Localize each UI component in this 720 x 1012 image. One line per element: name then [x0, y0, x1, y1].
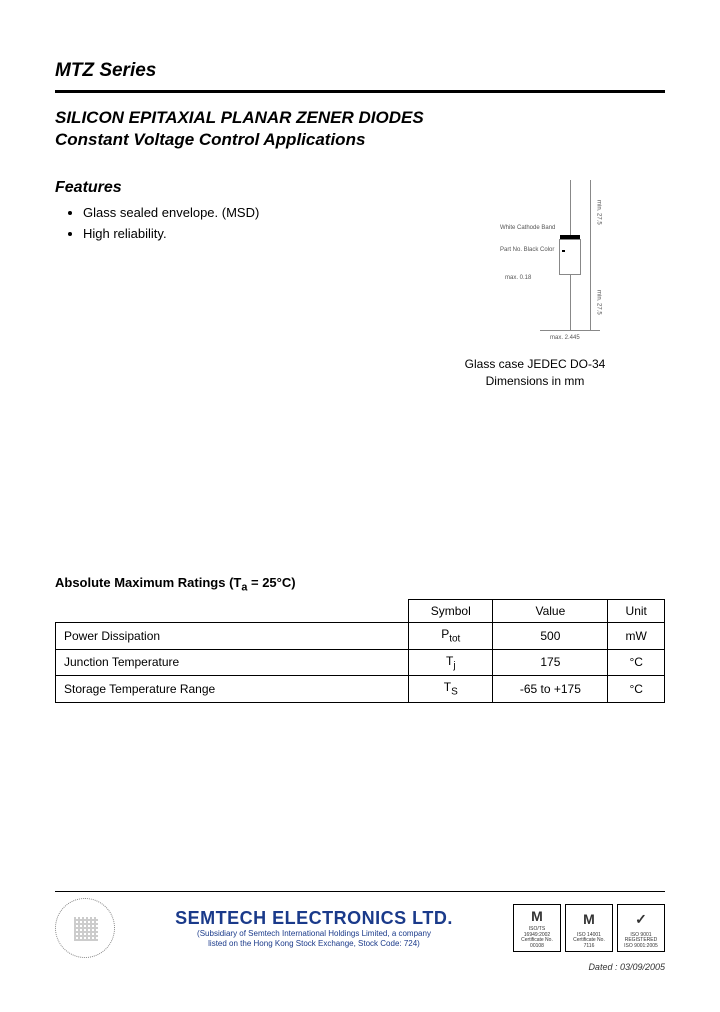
cert-badges: M ISO/TS 16949:2002 Certificate No. 0010…	[513, 904, 665, 952]
footer-row: SEMTECH ELECTRONICS LTD. (Subsidiary of …	[55, 898, 665, 958]
cell-symbol: TS	[409, 676, 493, 702]
badge-icon: M	[568, 907, 610, 933]
ratings-heading: Absolute Maximum Ratings (Ta = 25°C)	[55, 575, 665, 594]
badge-line: ISO 9001 REGISTERED	[620, 933, 662, 944]
header-unit: Unit	[608, 600, 665, 623]
cell-unit: °C	[608, 676, 665, 702]
ratings-table: Symbol Value Unit Power Dissipation Ptot…	[55, 599, 665, 702]
cell-value: 175	[493, 649, 608, 675]
title-line-2: Constant Voltage Control Applications	[55, 129, 665, 151]
cell-symbol: Tj	[409, 649, 493, 675]
diagram-label-max1: max. 0.18	[505, 275, 531, 282]
cert-badge: ✓ ISO 9001 REGISTERED ISO 9001:2005	[617, 904, 665, 952]
footer-rule	[55, 891, 665, 892]
diagram-label-cathode: White Cathode Band	[500, 225, 555, 232]
diagram-label-min2: min. 27.5	[595, 290, 602, 315]
diagram-drawing: White Cathode Band Part No. Black Color …	[450, 180, 620, 350]
badge-icon: M	[516, 907, 558, 927]
company-sub-1: (Subsidiary of Semtech International Hol…	[123, 929, 505, 939]
caption-line-1: Glass case JEDEC DO-34	[440, 356, 630, 373]
main-title: SILICON EPITAXIAL PLANAR ZENER DIODES Co…	[55, 107, 665, 151]
badge-line: Certificate No. 00108	[516, 938, 558, 949]
cert-badge: M ISO/TS 16949:2002 Certificate No. 0010…	[513, 904, 561, 952]
diagram-label-min1: min. 27.5	[595, 200, 602, 225]
series-title: MTZ Series	[55, 60, 665, 82]
table-row: Junction Temperature Tj 175 °C	[56, 649, 665, 675]
dated-text: Dated : 03/09/2005	[55, 962, 665, 972]
cell-value: 500	[493, 623, 608, 649]
caption-line-2: Dimensions in mm	[440, 373, 630, 390]
table-row: Power Dissipation Ptot 500 mW	[56, 623, 665, 649]
header-value: Value	[493, 600, 608, 623]
company-logo-icon	[55, 898, 115, 958]
company-sub-2: listed on the Hong Kong Stock Exchange, …	[123, 939, 505, 949]
diagram-label-max2: max. 2.445	[550, 335, 580, 342]
cell-param: Junction Temperature	[56, 649, 409, 675]
company-name: SEMTECH ELECTRONICS LTD.	[123, 908, 505, 929]
header-blank	[56, 600, 409, 623]
badge-icon: ✓	[620, 907, 662, 933]
table-row: Storage Temperature Range TS -65 to +175…	[56, 676, 665, 702]
badge-line: ISO 9001:2005	[624, 944, 658, 950]
cell-param: Power Dissipation	[56, 623, 409, 649]
cell-unit: °C	[608, 649, 665, 675]
cell-value: -65 to +175	[493, 676, 608, 702]
footer-center: SEMTECH ELECTRONICS LTD. (Subsidiary of …	[115, 908, 513, 948]
cert-badge: M ISO 14001 Certificate No. 7116	[565, 904, 613, 952]
cell-unit: mW	[608, 623, 665, 649]
badge-line: Certificate No. 7116	[568, 938, 610, 949]
cell-param: Storage Temperature Range	[56, 676, 409, 702]
package-diagram: White Cathode Band Part No. Black Color …	[440, 180, 630, 390]
title-line-1: SILICON EPITAXIAL PLANAR ZENER DIODES	[55, 107, 665, 129]
footer: SEMTECH ELECTRONICS LTD. (Subsidiary of …	[55, 891, 665, 972]
header-symbol: Symbol	[409, 600, 493, 623]
diagram-caption: Glass case JEDEC DO-34 Dimensions in mm	[440, 356, 630, 390]
diagram-label-partno: Part No. Black Color	[500, 247, 554, 254]
cell-symbol: Ptot	[409, 623, 493, 649]
title-rule	[55, 90, 665, 93]
table-header-row: Symbol Value Unit	[56, 600, 665, 623]
